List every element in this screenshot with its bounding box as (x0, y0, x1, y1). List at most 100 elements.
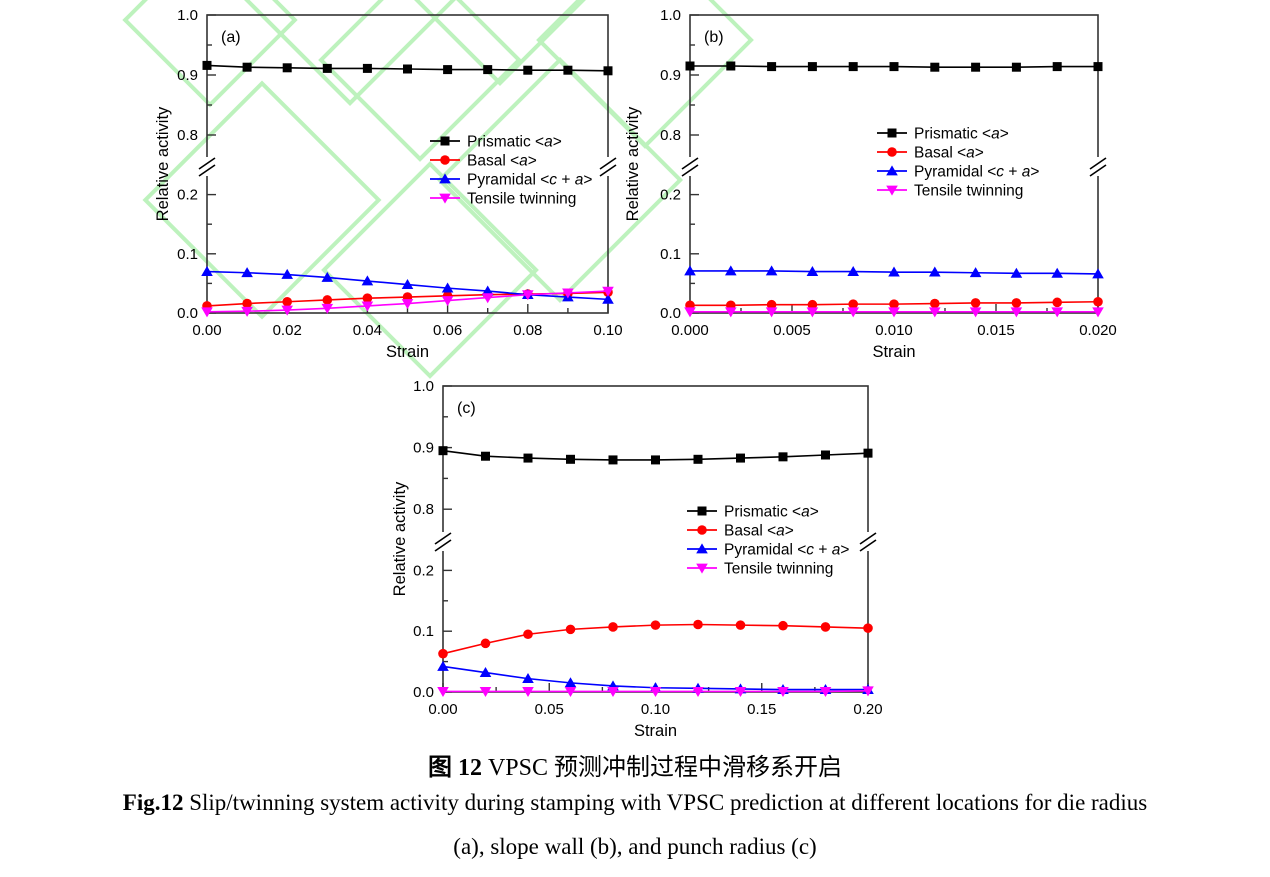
panel-label: (b) (704, 29, 724, 46)
panel-label: (a) (221, 29, 241, 46)
y-tick-label: 0.8 (660, 127, 681, 144)
marker-square (282, 63, 292, 73)
marker-triangle-down (437, 686, 449, 697)
marker-triangle-up (522, 673, 534, 684)
caption-en-line2: (a), slope wall (b), and punch radius (c… (453, 834, 817, 859)
y-tick-label: 0.2 (177, 187, 198, 204)
legend-entry: Tensile twinning (687, 561, 833, 578)
axis-break-slash (1089, 157, 1107, 170)
marker-square (1011, 62, 1021, 72)
x-tick-label: 0.02 (273, 322, 302, 339)
marker-square (438, 446, 448, 456)
marker-triangle-up (439, 173, 451, 184)
marker-square (523, 65, 533, 75)
marker-triangle-down (847, 307, 859, 318)
marker-triangle-up (1010, 267, 1023, 278)
watermark (122, 0, 754, 379)
marker-square (483, 65, 493, 75)
axis-break-slash (198, 164, 216, 177)
marker-circle (697, 525, 707, 535)
axis-break-icon (859, 532, 877, 552)
marker-square (1093, 62, 1103, 72)
marker-triangle-up (201, 265, 213, 276)
axis-ticks (442, 385, 869, 693)
marker-circle (735, 620, 746, 630)
x-tick-label: 0.04 (353, 322, 382, 339)
series-a-0 (202, 60, 613, 76)
marker-circle (820, 622, 831, 632)
axis-break-gap (439, 532, 447, 551)
legend-label: Tensile twinning (914, 183, 1023, 200)
marker-circle (523, 629, 533, 640)
marker-triangle-down (441, 296, 454, 307)
axis-break-icon (198, 157, 216, 177)
axis-break-slash (198, 157, 216, 170)
marker-triangle-up (847, 265, 859, 276)
x-axis-title: Strain (872, 343, 915, 361)
legend: Prismatic <a> Basal <a> Pyramidal <c + a> T… (877, 126, 1039, 200)
marker-square (443, 65, 453, 75)
legend-entry: Tensile twinning (430, 191, 576, 208)
watermark-shape (234, 0, 466, 106)
marker-triangle-up (1051, 267, 1063, 278)
axis-break-icon (434, 532, 452, 552)
marker-triangle-down (522, 686, 534, 697)
axis-break-slash (859, 532, 877, 545)
marker-triangle-up (321, 271, 334, 282)
marker-triangle-down (929, 307, 941, 318)
legend-entry: Basal <a> (430, 153, 537, 170)
x-tick-label: 0.000 (671, 322, 709, 339)
marker-triangle-up (479, 666, 492, 677)
y-tick-label: 1.0 (660, 7, 681, 24)
marker-square (697, 506, 707, 516)
y-tick-label: 0.1 (660, 246, 681, 263)
marker-circle (440, 155, 450, 165)
marker-circle (1011, 298, 1022, 308)
axis-break-icon (1089, 157, 1107, 177)
caption-en-text: Slip/twinning system activity during sta… (183, 790, 1148, 815)
axis-ticks (206, 14, 609, 314)
marker-square (403, 64, 412, 74)
y-tick-label: 0.8 (413, 501, 434, 518)
marker-circle (766, 299, 777, 310)
marker-triangle-down (241, 306, 253, 317)
watermark-shape (318, 0, 522, 162)
y-tick-label: 1.0 (177, 7, 198, 24)
marker-triangle-up (969, 267, 982, 278)
y-tick-label: 1.0 (413, 378, 434, 395)
marker-square (736, 453, 745, 463)
watermark-shape (536, 0, 754, 149)
axis-break-slash (859, 539, 877, 552)
marker-triangle-up (241, 267, 253, 278)
marker-circle (970, 298, 981, 308)
x-tick-label: 0.20 (853, 701, 882, 718)
x-tick-label: 0.10 (641, 701, 670, 718)
y-axis-title: Relative activity (391, 481, 409, 596)
legend: Prismatic <a> Basal <a> Pyramidal <c + a> T… (430, 134, 592, 208)
axis-tick-labels: 0.0 0.1 0.2 0.8 0.9 1.0 0.00 0.05 0.10 0.15 0.20 (413, 378, 882, 718)
series-a-2 (201, 265, 614, 304)
marker-circle (863, 623, 873, 633)
marker-square (930, 62, 940, 72)
axis-tick-labels: 0.0 0.1 0.2 0.8 0.9 1.0 0.00 0.02 0.04 0.06 0.08 0.… (177, 7, 622, 339)
axis-break-gap (604, 157, 612, 176)
x-tick-label: 0.15 (747, 701, 776, 718)
x-tick-label: 0.06 (433, 322, 462, 339)
marker-circle (650, 620, 661, 630)
axis-break-slash (599, 164, 617, 177)
marker-square (608, 455, 618, 465)
y-tick-label: 0.0 (660, 305, 681, 322)
x-tick-label: 0.08 (513, 322, 542, 339)
marker-circle (608, 622, 618, 632)
axis-break-slash (434, 532, 452, 545)
marker-triangle-up (1092, 268, 1104, 279)
marker-circle (1093, 296, 1103, 307)
x-axis-title: Strain (634, 722, 677, 740)
marker-square (767, 62, 777, 72)
marker-triangle-up (437, 660, 449, 671)
x-tick-label: 0.00 (192, 322, 221, 339)
axis-break-gap (864, 532, 872, 551)
x-tick-label: 0.00 (428, 701, 457, 718)
marker-circle (778, 620, 788, 631)
